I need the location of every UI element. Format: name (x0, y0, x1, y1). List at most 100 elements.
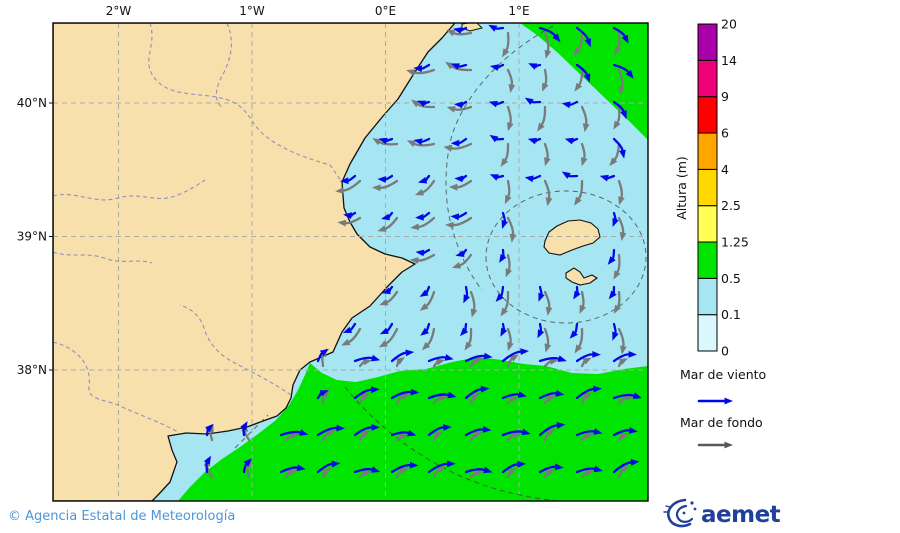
swell-arrow-head (544, 157, 551, 167)
wind-sea-arrow (347, 174, 357, 182)
colorbar-tick-label: 0.5 (721, 271, 741, 286)
map-layers: 2°W 1°W 0°E 1°E 40°N 39°N 38°N (17, 4, 649, 502)
swell-arrow-head (545, 306, 553, 316)
wind-sea-arrow-head (378, 137, 388, 145)
swell-arrow (342, 179, 362, 192)
wind-sea-arrow-head (489, 174, 499, 181)
wind-sea-arrow (316, 352, 323, 363)
swell-arrow-head (436, 466, 446, 474)
swell-arrow (617, 179, 624, 199)
swell-arrow-head (443, 145, 453, 152)
swell-arrow (506, 357, 513, 368)
wind-sea-arrow (531, 174, 542, 180)
maritime-zone-boundary (344, 386, 559, 501)
wind-sea-arrow-head (413, 138, 423, 146)
wind-sea-arrow (606, 174, 616, 180)
wind-sea-arrow-head (447, 391, 457, 399)
wind-sea-arrow-head (612, 331, 619, 341)
swell-arrow-head (421, 342, 431, 351)
swell-arrow-head (363, 469, 373, 477)
swell-arrow-head (502, 48, 510, 58)
swell-arrow-head (505, 268, 512, 278)
wind-sea-arrow-head (240, 421, 248, 431)
swell-arrow (506, 216, 515, 236)
wind-sea-arrow-head (593, 465, 603, 473)
swell-arrow-head (470, 393, 480, 401)
wind-sea-arrow (420, 63, 431, 70)
wind-sea-arrow (612, 26, 626, 38)
wind-sea-arrow-head (517, 460, 526, 468)
swell-arrow (543, 68, 548, 86)
legend: Mar de viento Mar de fondo (680, 367, 766, 449)
island-formentera (565, 267, 599, 286)
swell-arrow (347, 327, 362, 344)
wind-sea-arrow (612, 137, 624, 152)
swell-arrow-head (544, 49, 552, 59)
wind-sea-arrow (612, 63, 630, 74)
wind-sea-arrow (612, 322, 617, 334)
swell-arrow-head (614, 45, 622, 55)
wind-sea-arrow (575, 353, 594, 363)
swell-arrow (386, 290, 399, 304)
swell-arrow (617, 468, 624, 479)
swell-arrow-head (341, 338, 351, 346)
swell-arrow-head (574, 196, 582, 206)
wind-sea-arrow (575, 430, 596, 437)
wind-sea-arrow-head (371, 424, 380, 431)
wind-sea-arrow (612, 211, 617, 221)
wind-sea-arrow (458, 137, 468, 145)
swell-arrow-head (378, 340, 388, 348)
colorbar-segment (697, 241, 718, 279)
swell-arrow (358, 433, 365, 442)
swell-arrow (504, 142, 510, 162)
swell-arrow-head (451, 262, 461, 269)
swell-arrow-head (619, 232, 627, 241)
wind-sea-arrow (575, 467, 596, 474)
swell-arrow (432, 396, 441, 405)
swell-arrow (580, 290, 585, 308)
wind-sea-arrow (538, 285, 543, 295)
copyright-text: © Agencia Estatal de Meteorología (8, 509, 235, 524)
lon-label: 1°E (508, 4, 529, 18)
swell-arrow-head (464, 341, 472, 351)
province-border (53, 179, 206, 201)
swell-arrow (578, 68, 584, 86)
wind-sea-arrow-head (569, 330, 578, 339)
swell-arrow-head (582, 357, 592, 365)
swell-arrow-head (473, 431, 483, 438)
swell-arrow (284, 433, 293, 442)
wind-sea-arrow-head (415, 213, 424, 221)
swell-arrow (425, 290, 436, 307)
swell-arrow-head (379, 298, 389, 306)
swell-arrow-head (372, 138, 382, 146)
swell-arrow-head (335, 187, 344, 194)
wind-sea-arrow-head (299, 429, 309, 436)
wind-sea-arrow-head (528, 63, 538, 70)
swell-arrow (578, 327, 584, 348)
swell-arrow (379, 179, 399, 189)
swell-arrow (432, 468, 440, 479)
wind-sea-arrow-head (377, 176, 387, 183)
wind-sea-arrow-head (561, 171, 571, 179)
wind-sea-arrow-head (592, 351, 601, 358)
swell-arrow (580, 434, 587, 442)
swell-arrow (321, 471, 326, 479)
colorbar-segment (697, 59, 718, 98)
wind-sea-arrow-head (556, 422, 566, 429)
swell-arrow-head (399, 467, 409, 474)
wind-sea-arrows (203, 24, 642, 474)
swell-arrow (469, 290, 476, 311)
lon-label: 1°W (239, 4, 265, 18)
swell-arrow-head (579, 304, 586, 314)
swell-arrow (577, 179, 584, 200)
wind-sea-arrow-head (564, 137, 574, 145)
wind-sea-arrow-head (296, 464, 306, 472)
wind-sea-arrow-head (489, 64, 499, 71)
swell-arrow-head (546, 395, 556, 402)
wind-sea-arrow-head (453, 101, 463, 109)
wind-sea-arrow-head (483, 466, 493, 474)
wind-sea-arrow-head (499, 253, 507, 263)
wind-sea-arrow (575, 26, 589, 41)
wind-sea-arrow-head (483, 352, 493, 360)
swell-arrow (506, 253, 511, 271)
